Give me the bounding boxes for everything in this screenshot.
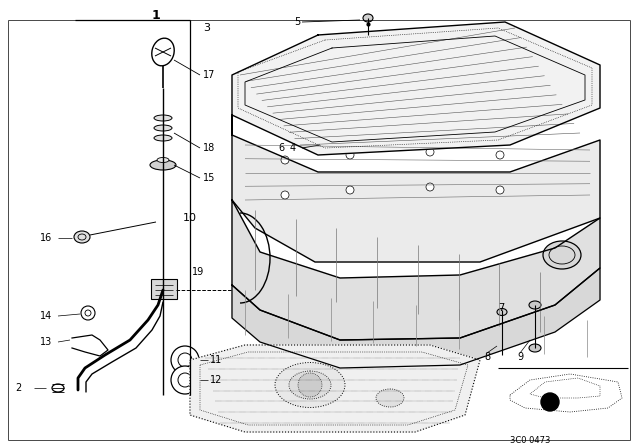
Polygon shape	[190, 345, 480, 432]
Text: 3C0 0473: 3C0 0473	[510, 435, 550, 444]
Polygon shape	[232, 22, 600, 155]
Circle shape	[426, 148, 434, 156]
Ellipse shape	[150, 160, 176, 170]
FancyBboxPatch shape	[151, 279, 177, 299]
Ellipse shape	[543, 241, 581, 269]
Circle shape	[281, 156, 289, 164]
Ellipse shape	[154, 115, 172, 121]
Ellipse shape	[154, 135, 172, 141]
Ellipse shape	[497, 309, 507, 315]
Circle shape	[81, 306, 95, 320]
Text: 2: 2	[15, 383, 21, 393]
Polygon shape	[232, 115, 600, 262]
Text: 4: 4	[290, 143, 296, 153]
Text: 5: 5	[294, 17, 300, 27]
Ellipse shape	[529, 301, 541, 309]
Ellipse shape	[74, 231, 90, 243]
Text: 10: 10	[183, 213, 197, 223]
Circle shape	[171, 346, 199, 374]
Circle shape	[281, 191, 289, 199]
Ellipse shape	[157, 158, 169, 163]
Text: 13: 13	[40, 337, 52, 347]
Text: 11: 11	[210, 355, 222, 365]
Ellipse shape	[289, 371, 331, 399]
Text: 17: 17	[203, 70, 216, 80]
Text: 18: 18	[203, 143, 215, 153]
Text: 3: 3	[203, 23, 210, 33]
Circle shape	[496, 186, 504, 194]
Text: 7: 7	[498, 303, 504, 313]
Text: 1: 1	[152, 9, 161, 22]
Circle shape	[346, 151, 354, 159]
Text: 8: 8	[484, 352, 490, 362]
Ellipse shape	[376, 389, 404, 407]
Text: 9: 9	[517, 352, 523, 362]
Text: 14: 14	[40, 311, 52, 321]
Circle shape	[171, 366, 199, 394]
Circle shape	[496, 151, 504, 159]
Text: 6: 6	[278, 143, 284, 153]
Ellipse shape	[52, 384, 64, 392]
Ellipse shape	[363, 14, 373, 22]
Circle shape	[541, 393, 559, 411]
Text: 16: 16	[40, 233, 52, 243]
Text: 15: 15	[203, 173, 216, 183]
Ellipse shape	[529, 344, 541, 352]
Circle shape	[426, 183, 434, 191]
Text: 19: 19	[192, 267, 204, 277]
Ellipse shape	[275, 362, 345, 408]
Polygon shape	[232, 200, 600, 340]
Circle shape	[346, 186, 354, 194]
Ellipse shape	[154, 125, 172, 131]
Polygon shape	[232, 268, 600, 368]
Text: 12: 12	[210, 375, 222, 385]
Circle shape	[298, 373, 322, 397]
